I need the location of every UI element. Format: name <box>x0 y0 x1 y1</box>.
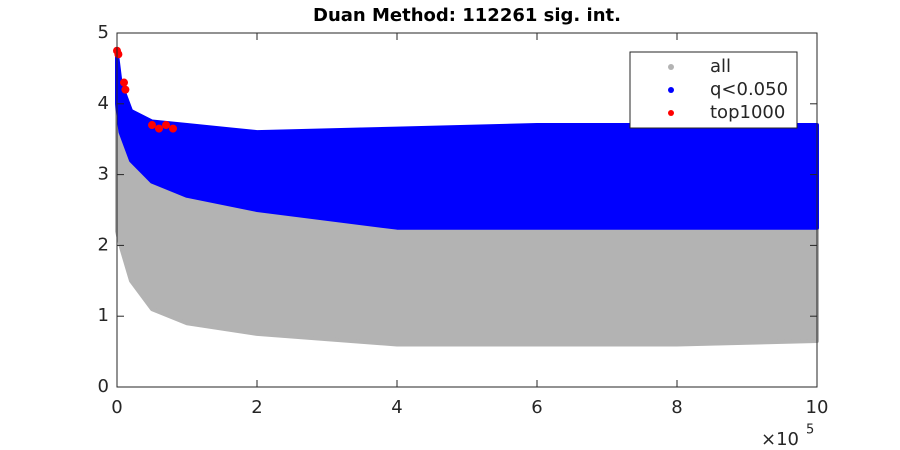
chart-title: Duan Method: 112261 sig. int. <box>313 5 621 26</box>
point <box>162 121 170 130</box>
x-tick-label: 4 <box>391 397 402 418</box>
y-tick-label: 5 <box>98 22 109 43</box>
y-tick-label: 1 <box>98 305 109 326</box>
legend-marker <box>668 64 674 70</box>
x-tick-label: 8 <box>671 397 682 418</box>
point <box>155 124 163 133</box>
y-tick-label: 2 <box>98 234 109 255</box>
y-tick-label: 0 <box>98 376 109 397</box>
x-multiplier-exponent: 5 <box>806 423 814 438</box>
point <box>121 85 130 94</box>
y-tick-label: 3 <box>98 164 109 185</box>
x-tick-label: 6 <box>531 397 542 418</box>
x-tick-label: 10 <box>806 397 829 418</box>
legend-label: q<0.050 <box>710 79 788 100</box>
x-tick-label: 2 <box>251 397 262 418</box>
y-tick-label: 4 <box>98 93 109 114</box>
axes-box <box>116 32 818 388</box>
legend-marker <box>668 87 674 93</box>
x-tick-label: 0 <box>111 397 122 418</box>
point <box>114 50 123 59</box>
x-multiplier: ×10 <box>761 429 799 450</box>
legend-label: top1000 <box>710 102 785 123</box>
legend-marker <box>668 110 674 116</box>
legend-box <box>629 51 798 129</box>
point <box>148 121 156 130</box>
point <box>120 78 128 87</box>
point <box>169 124 177 133</box>
legend-label: all <box>710 56 731 77</box>
